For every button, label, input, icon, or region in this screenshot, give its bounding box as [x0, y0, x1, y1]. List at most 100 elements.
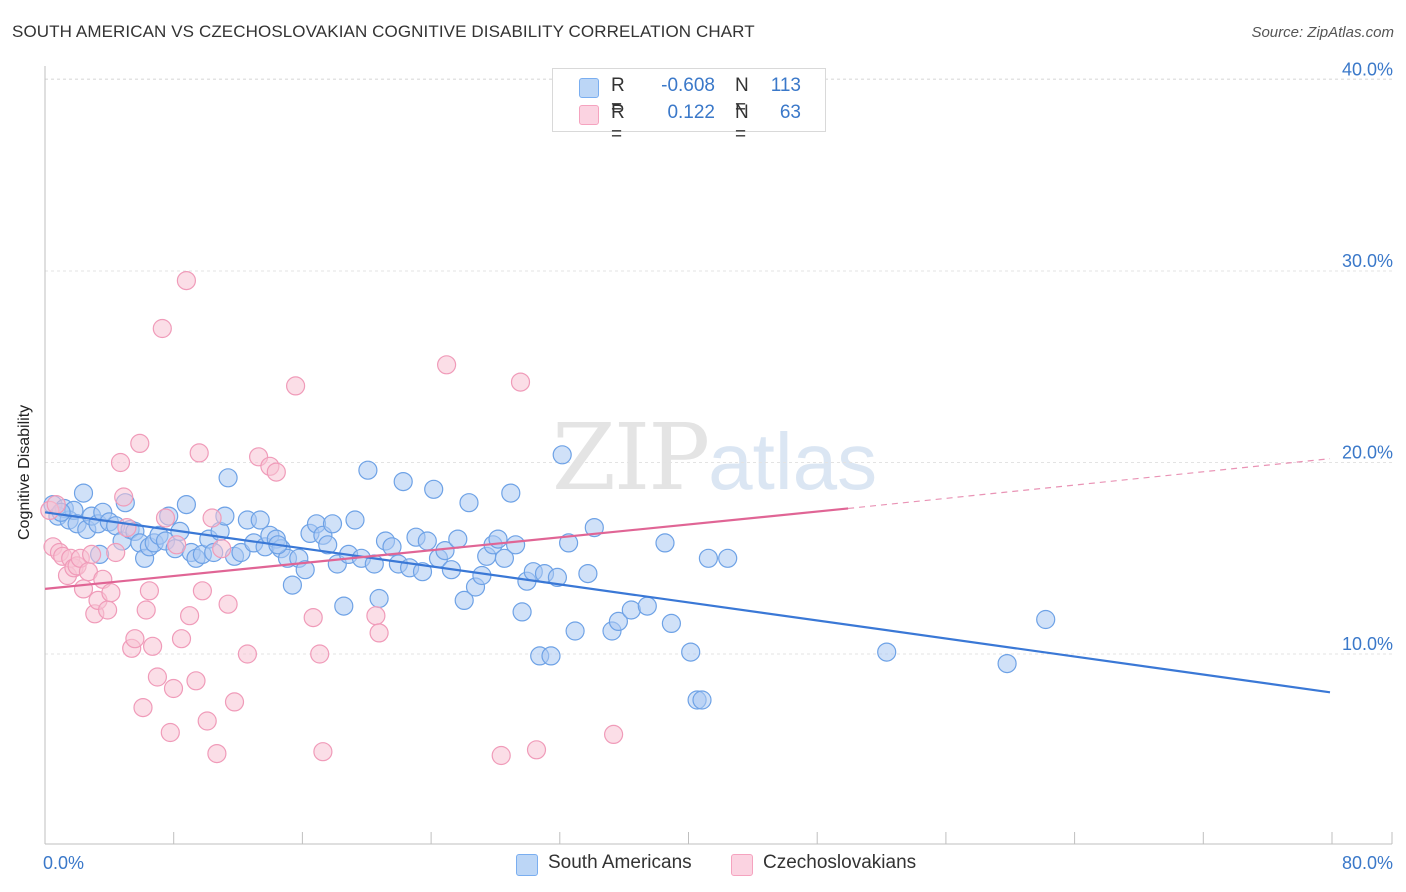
- point-czechoslovakians: [310, 644, 330, 664]
- stats-legend: R = -0.608 N = 113 R = 0.122 N = 63: [552, 68, 826, 145]
- point-south-americans: [608, 611, 629, 632]
- point-south-americans: [382, 537, 402, 557]
- point-czechoslovakians: [369, 623, 389, 643]
- point-south-americans: [494, 548, 514, 568]
- point-czechoslovakians: [197, 711, 217, 731]
- legend-r-value: -0.608: [661, 75, 715, 96]
- y-tick-label: 10.0%: [1342, 634, 1393, 654]
- point-south-americans: [231, 542, 251, 563]
- watermark-zip: ZIP: [552, 404, 710, 511]
- point-south-americans: [655, 533, 675, 553]
- point-south-americans: [345, 510, 365, 530]
- legend-n-label: N =: [735, 102, 749, 145]
- tick-labels: 10.0% 20.0% 30.0% 40.0% 0.0% 80.0%: [43, 60, 1393, 874]
- trend-line-czechoslovakians: [44, 507, 849, 590]
- point-czechoslovakians: [143, 636, 163, 656]
- point-czechoslovakians: [437, 355, 457, 375]
- point-south-americans: [369, 588, 389, 609]
- point-czechoslovakians: [117, 517, 137, 538]
- trend-line-czechoslovakians-extension: [848, 458, 1331, 510]
- point-czechoslovakians: [491, 745, 511, 766]
- point-south-americans: [552, 445, 572, 465]
- point-south-americans: [424, 479, 444, 499]
- point-czechoslovakians: [136, 600, 156, 620]
- point-south-americans: [512, 602, 532, 622]
- point-south-americans: [681, 642, 701, 662]
- point-south-americans: [218, 468, 238, 488]
- point-czechoslovakians: [286, 376, 306, 396]
- point-czechoslovakians: [189, 443, 209, 463]
- point-czechoslovakians: [266, 462, 286, 482]
- point-czechoslovakians: [202, 508, 222, 528]
- point-south-americans: [393, 472, 413, 492]
- point-czechoslovakians: [139, 581, 159, 601]
- point-south-americans: [698, 548, 719, 568]
- point-south-americans: [505, 535, 526, 555]
- point-czechoslovakians: [163, 678, 184, 699]
- point-south-americans: [718, 548, 738, 568]
- bottom-legend-swatch-czechoslovakians: [731, 854, 753, 876]
- legend-r-label: R =: [611, 102, 625, 145]
- point-south-americans: [472, 565, 492, 586]
- point-south-americans: [578, 563, 598, 584]
- point-czechoslovakians: [114, 487, 134, 507]
- watermark: ZIPatlas: [552, 404, 877, 511]
- point-czechoslovakians: [237, 644, 257, 664]
- bottom-legend-swatch-south-americans: [516, 854, 538, 876]
- point-south-americans: [541, 646, 561, 666]
- point-czechoslovakians: [130, 433, 150, 453]
- legend-n-label: N =: [735, 75, 749, 118]
- point-czechoslovakians: [152, 318, 172, 339]
- y-tick-label: 30.0%: [1342, 251, 1393, 271]
- point-czechoslovakians: [133, 697, 153, 718]
- point-south-americans: [318, 535, 338, 555]
- legend-swatch-czechoslovakians: [579, 105, 599, 125]
- point-czechoslovakians: [106, 542, 126, 563]
- point-czechoslovakians: [313, 742, 333, 762]
- point-czechoslovakians: [110, 452, 131, 473]
- legend-n-value: 113: [770, 75, 801, 96]
- point-south-americans: [637, 596, 657, 616]
- point-south-americans: [282, 575, 302, 595]
- point-czechoslovakians: [603, 724, 624, 745]
- point-south-americans: [621, 600, 641, 620]
- point-south-americans: [565, 621, 585, 641]
- point-south-americans: [73, 483, 94, 503]
- point-south-americans: [295, 560, 315, 580]
- y-tick-label: 20.0%: [1342, 443, 1393, 463]
- point-czechoslovakians: [224, 692, 245, 712]
- trend-line-south-americans: [44, 511, 1331, 694]
- point-south-americans: [877, 642, 897, 662]
- point-south-americans: [692, 690, 712, 710]
- watermark-atlas: atlas: [708, 417, 878, 506]
- point-czechoslovakians: [147, 667, 167, 687]
- point-czechoslovakians: [176, 271, 196, 291]
- point-czechoslovakians: [186, 671, 206, 691]
- x-tick-label: 0.0%: [43, 853, 84, 873]
- point-czechoslovakians: [366, 606, 386, 626]
- point-south-americans: [417, 531, 437, 551]
- point-czechoslovakians: [155, 508, 176, 528]
- point-czechoslovakians: [125, 629, 145, 649]
- axes: [44, 66, 1393, 845]
- point-south-americans: [454, 590, 474, 611]
- point-czechoslovakians: [73, 579, 94, 599]
- y-tick-label: 40.0%: [1342, 60, 1393, 80]
- legend-swatch-south-americans: [579, 78, 599, 98]
- point-czechoslovakians: [81, 544, 102, 565]
- point-czechoslovakians: [97, 600, 118, 620]
- point-south-americans: [501, 483, 521, 503]
- point-south-americans: [584, 517, 604, 538]
- point-south-americans: [448, 529, 468, 549]
- point-south-americans: [547, 567, 568, 588]
- point-south-americans: [322, 514, 343, 534]
- point-czechoslovakians: [526, 740, 547, 760]
- point-south-americans: [488, 529, 508, 549]
- point-czechoslovakians: [171, 629, 192, 649]
- point-czechoslovakians: [510, 372, 531, 392]
- bottom-legend-label: South Americans: [548, 852, 692, 873]
- point-czechoslovakians: [167, 535, 187, 555]
- point-czechoslovakians: [46, 495, 66, 515]
- point-south-americans: [250, 510, 270, 530]
